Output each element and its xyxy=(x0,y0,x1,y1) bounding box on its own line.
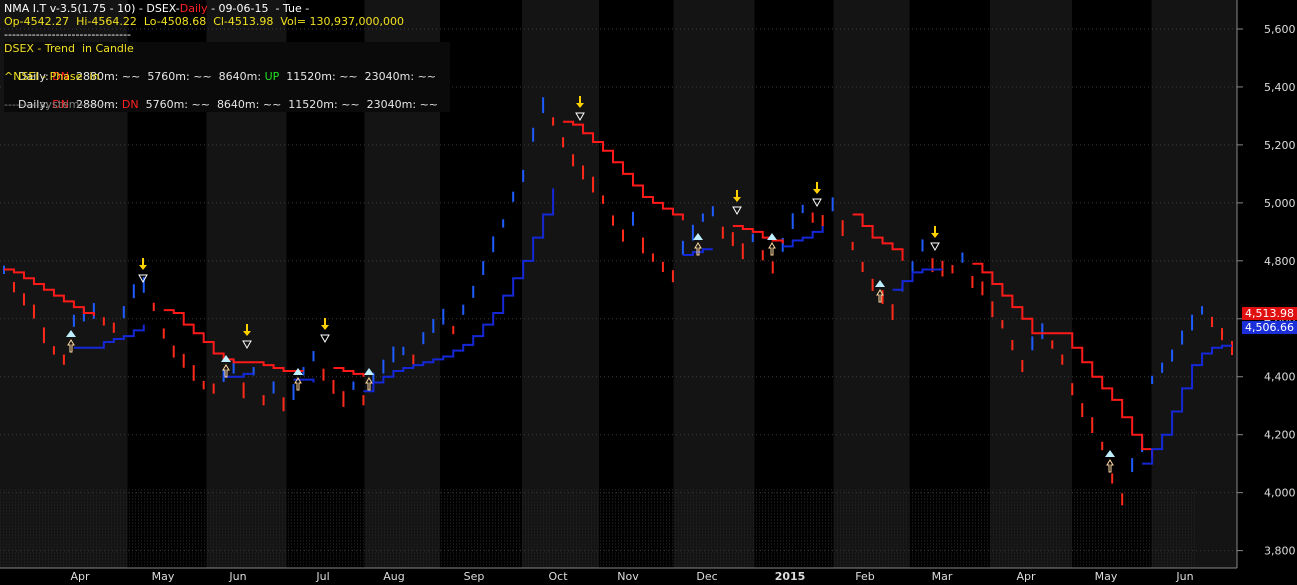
x-tick-label: Mar xyxy=(932,570,953,583)
y-tick-label: 5,600 xyxy=(1264,23,1296,36)
month-band xyxy=(673,0,755,568)
buy-marker-icon xyxy=(294,377,302,391)
x-tick-label: Apr xyxy=(70,570,90,583)
month-band xyxy=(990,0,1072,568)
line-price-label: 4,506.66 xyxy=(1242,321,1297,334)
header-divider: -------------------------------- xyxy=(4,28,132,41)
buy-marker-icon xyxy=(768,242,776,256)
x-tick-label: Aug xyxy=(383,570,404,583)
sell-arrow-icon xyxy=(813,182,821,194)
month-band xyxy=(522,0,599,568)
x-tick-label: Dec xyxy=(696,570,717,583)
buy-arrow-icon xyxy=(293,368,303,375)
sell-arrow-icon xyxy=(321,318,329,330)
x-tick-label: Jun xyxy=(228,570,246,583)
y-tick-label: 4,400 xyxy=(1264,371,1296,384)
sell-marker-icon xyxy=(575,112,585,122)
sell-marker-icon xyxy=(812,198,822,208)
y-tick-label: 4,800 xyxy=(1264,255,1296,268)
blue-trend-line xyxy=(73,188,1232,465)
x-tick-label: 2015 xyxy=(775,570,806,583)
month-band xyxy=(833,0,910,568)
sell-arrow-icon xyxy=(139,258,147,270)
sell-arrow-icon xyxy=(576,96,584,108)
sell-arrow-icon xyxy=(243,324,251,336)
buy-arrow-icon xyxy=(364,368,374,375)
x-axis-labels: Apr May Jun Jul Aug Sep Oct Nov Dec 2015 Feb Mar Apr… xyxy=(70,570,1193,583)
sell-arrow-icon xyxy=(733,190,741,202)
buy-marker-icon xyxy=(365,377,373,391)
sell-marker-icon xyxy=(138,274,148,284)
buy-arrow-icon xyxy=(221,355,231,362)
nsei-timeframes-row: Daily: DN 2880m: DN 5760m: ~~ 8640m: ~~ … xyxy=(18,98,439,111)
signal-arrows xyxy=(66,96,1115,473)
sell-marker-icon xyxy=(930,242,940,252)
sell-arrow-icon xyxy=(931,226,939,238)
ohlc-readout: Op-4542.27 Hi-4564.22 Lo-4508.68 Cl-4513… xyxy=(4,15,405,28)
buy-marker-icon xyxy=(1106,459,1114,473)
buy-arrow-icon xyxy=(767,233,777,240)
buy-marker-icon xyxy=(222,364,230,378)
buy-arrow-icon xyxy=(1105,450,1115,457)
x-tick-label: Nov xyxy=(617,570,639,583)
x-tick-label: Apr xyxy=(1016,570,1036,583)
sell-marker-icon xyxy=(242,340,252,350)
month-band xyxy=(1151,0,1237,568)
x-tick-label: May xyxy=(1095,570,1118,583)
y-tick-label: 4,200 xyxy=(1264,429,1296,442)
volume-hatch-area xyxy=(0,489,1196,566)
x-tick-label: Jun xyxy=(1175,570,1193,583)
buy-marker-icon xyxy=(67,339,75,353)
buy-arrow-icon xyxy=(875,280,885,287)
nsei-phase-row: ^NSEI - Phase in xyxy=(4,70,100,83)
dsex-trend-row: DSEX - Trend in Candle xyxy=(4,42,134,55)
sell-marker-icon xyxy=(320,334,330,344)
buy-marker-icon xyxy=(694,242,702,256)
y-tick-label: 5,000 xyxy=(1264,197,1296,210)
candle-bars xyxy=(3,97,1233,506)
dsex-timeframes-row: Daily: DN 2880m: ~~ 5760m: ~~ 8640m: UP … xyxy=(18,70,436,83)
x-tick-label: Oct xyxy=(548,570,568,583)
indicator-panel: DSEX - Trend in Candle Daily: DN 2880m: … xyxy=(4,42,450,112)
y-tick-label: 4,000 xyxy=(1264,487,1296,500)
buy-arrow-icon xyxy=(693,233,703,240)
x-tick-label: Sep xyxy=(464,570,485,583)
x-tick-label: Feb xyxy=(855,570,874,583)
y-axis-panel xyxy=(1237,0,1297,585)
last-price-label: 4,513.98 xyxy=(1242,307,1297,320)
x-axis-panel xyxy=(0,568,1237,585)
buy-arrow-icon xyxy=(66,330,76,337)
x-tick-label: Jul xyxy=(315,570,329,583)
chart-title: NMA I.T v-3.5(1.75 - 10) - DSEX-Daily - … xyxy=(4,2,310,15)
y-tick-label: 5,200 xyxy=(1264,139,1296,152)
y-tick-label: 3,800 xyxy=(1264,545,1296,558)
sell-marker-icon xyxy=(732,206,742,216)
x-tick-label: May xyxy=(152,570,175,583)
y-tick-label: 5,400 xyxy=(1264,81,1296,94)
buy-marker-icon xyxy=(876,289,884,303)
system-row: ---------system--------- xyxy=(4,98,116,111)
